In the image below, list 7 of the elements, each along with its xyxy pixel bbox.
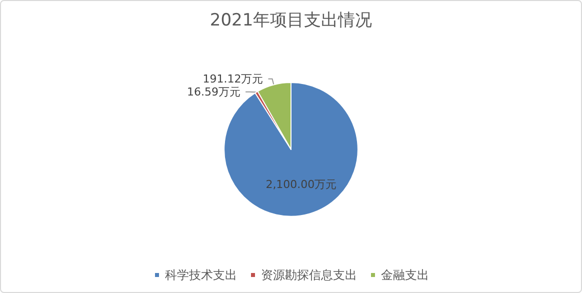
legend-label: 金融支出 <box>381 268 429 282</box>
legend-label: 资源勘探信息支出 <box>261 268 357 282</box>
legend-label: 科学技术支出 <box>165 268 237 282</box>
data-label: 16.59万元 <box>187 85 241 98</box>
data-label: 191.12万元 <box>202 72 264 86</box>
chart-title: 2021年项目支出情况 <box>210 10 372 30</box>
data-label: 2,100.00万元 <box>266 178 337 191</box>
